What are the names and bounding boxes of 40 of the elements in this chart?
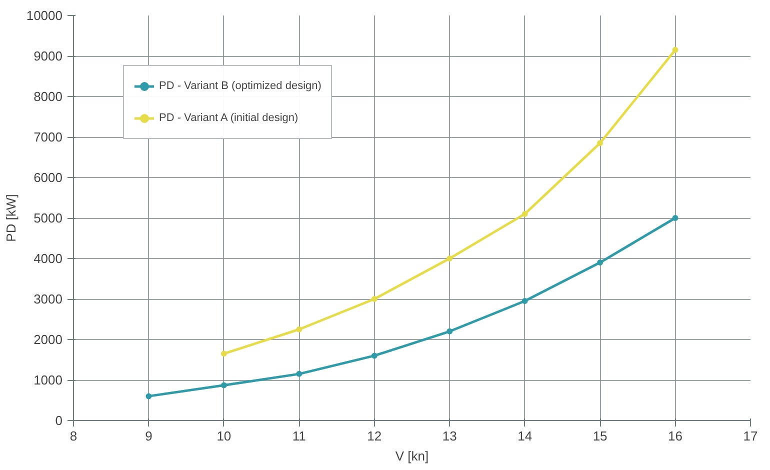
x-tick-label: 8 — [70, 428, 78, 444]
x-tick-label: 12 — [367, 428, 382, 444]
point — [146, 393, 152, 400]
point — [371, 296, 378, 302]
y-axis-title: PD [kW] — [3, 194, 18, 242]
x-axis-title: V [kn] — [395, 448, 429, 464]
x-tick-label: 11 — [292, 428, 306, 444]
x-tick-label: 15 — [592, 428, 608, 444]
point — [296, 370, 302, 377]
point — [522, 210, 528, 217]
point — [296, 326, 302, 332]
y-tick-label: 7000 — [34, 130, 62, 144]
point — [597, 260, 604, 266]
point — [597, 140, 604, 146]
y-tick-label: 0 — [55, 413, 63, 428]
legend-label: PD - Variant A (initial design) — [159, 112, 298, 124]
point — [522, 298, 528, 304]
point — [446, 328, 453, 334]
y-tick-label: 2000 — [34, 332, 62, 347]
y-tick-label: 5000 — [34, 210, 62, 226]
y-tick-label: 8000 — [34, 89, 62, 104]
point — [371, 352, 378, 359]
x-tick-label: 17 — [743, 428, 758, 444]
point — [446, 256, 453, 262]
x-tick-label: 13 — [442, 428, 457, 444]
legend-label: PD - Variant B (optimized design) — [159, 80, 322, 92]
point — [220, 350, 227, 357]
y-tick-label: 6000 — [34, 170, 62, 185]
point — [220, 382, 227, 388]
x-tick-label: 9 — [145, 428, 152, 444]
y-tick-label: 9000 — [34, 48, 62, 64]
y-tick-label: 4000 — [34, 251, 62, 266]
x-tick-label: 14 — [518, 428, 532, 444]
y-tick-label: 10000 — [26, 8, 63, 23]
y-tick-label: 1000 — [34, 372, 62, 388]
x-tick-label: 16 — [668, 428, 683, 444]
point — [672, 46, 678, 53]
point — [672, 215, 678, 221]
x-tick-label: 10 — [216, 428, 232, 444]
y-tick-label: 3000 — [34, 292, 62, 306]
